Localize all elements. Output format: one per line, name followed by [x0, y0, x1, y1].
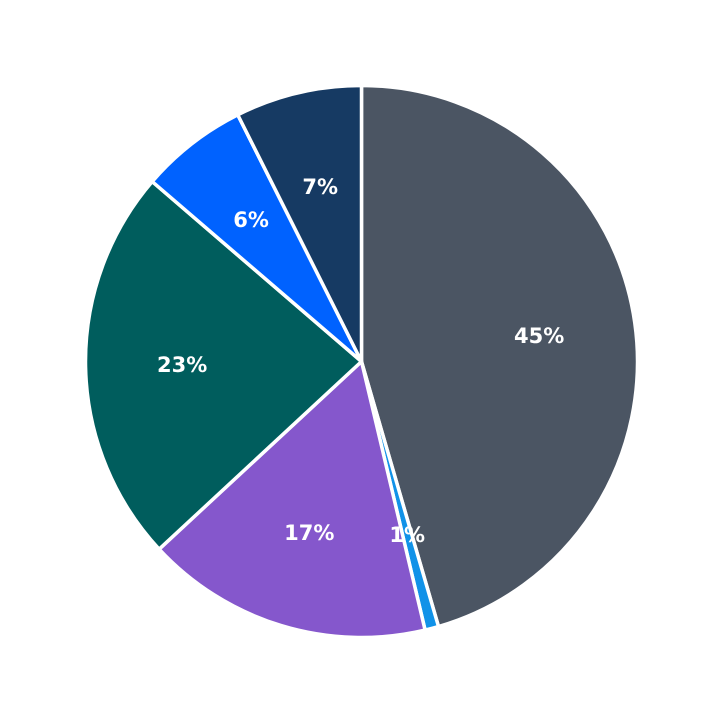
pie-slice — [359, 83, 640, 629]
pie-slice — [235, 83, 364, 364]
slice-percent-label: 7% — [302, 175, 338, 199]
slice-percent-label: 45% — [514, 324, 564, 348]
pie-labels: 45% 1% 17% 23% 6% 7% — [157, 175, 564, 547]
pie-slice — [83, 179, 364, 551]
pie-slice — [157, 359, 427, 640]
pie-slices — [83, 83, 640, 640]
slice-percent-label: 1% — [389, 523, 425, 547]
slice-percent-label: 17% — [284, 521, 334, 545]
slice-percent-label: 23% — [157, 353, 207, 377]
slice-percent-label: 6% — [233, 208, 269, 232]
